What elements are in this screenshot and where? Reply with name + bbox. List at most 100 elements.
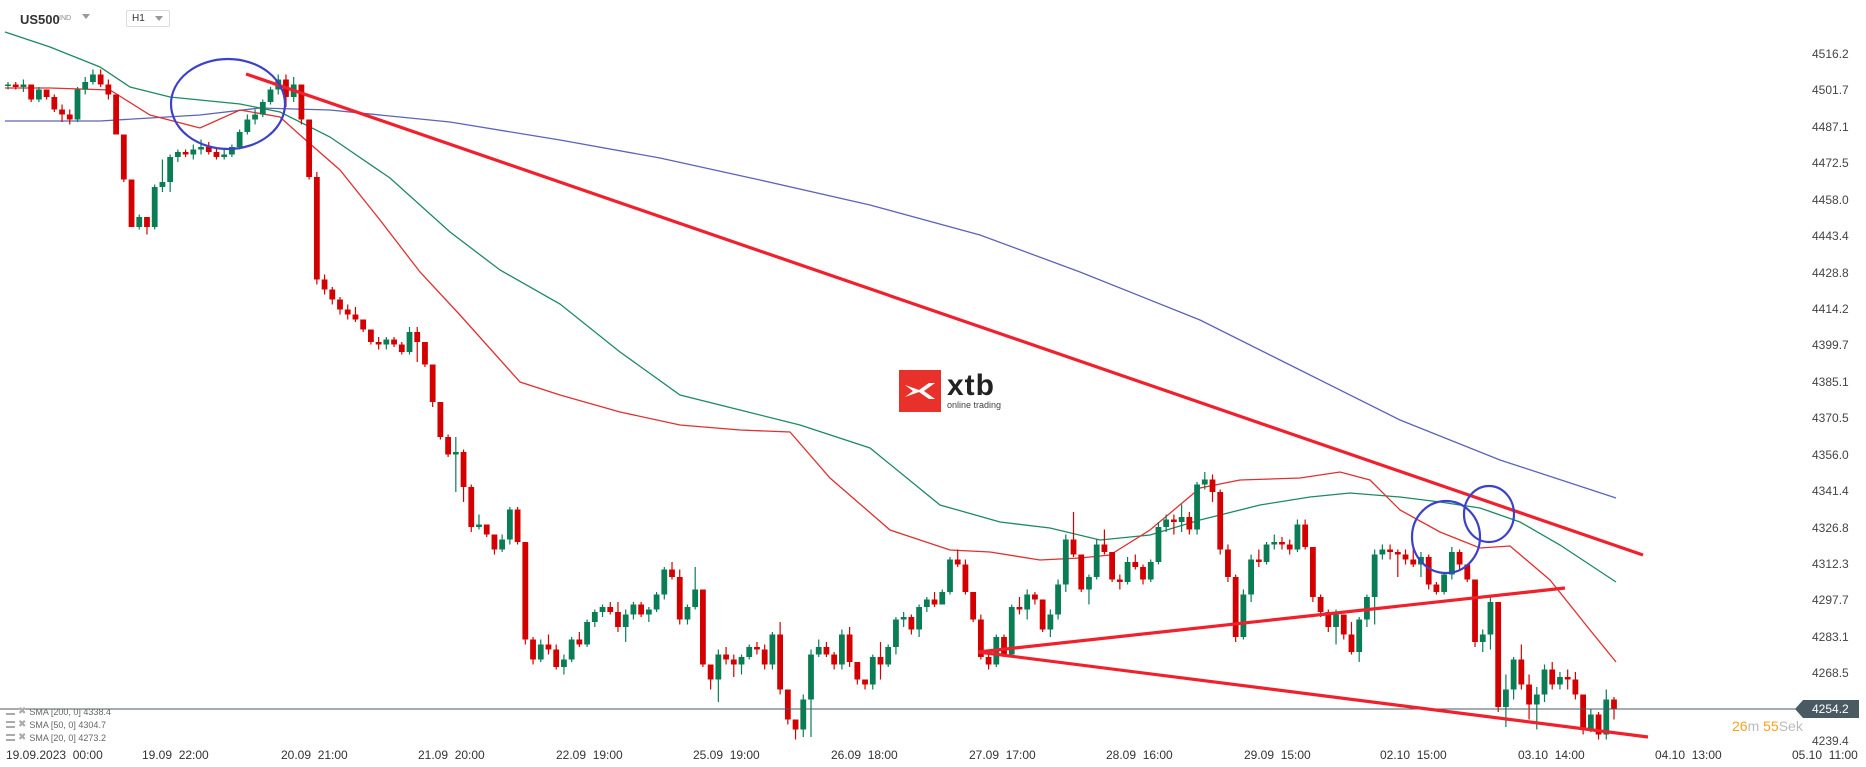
candle — [769, 632, 776, 670]
candle — [1472, 579, 1478, 647]
candle — [429, 364, 436, 407]
highlight-circle[interactable] — [1410, 499, 1482, 575]
trendline-lower-rising-support[interactable] — [977, 586, 1566, 654]
candle — [815, 639, 822, 657]
candle — [622, 609, 629, 642]
candle — [923, 597, 930, 612]
candle — [754, 642, 760, 655]
candle — [1201, 472, 1208, 490]
candle — [1448, 547, 1455, 580]
price-axis-label: 4399.7 — [1812, 338, 1849, 353]
time-axis-label: 28.09 16:00 — [1106, 748, 1173, 762]
legend-item-sma50[interactable]: ✖ SMA [50, 0] 4304.7 — [6, 719, 106, 730]
candle — [545, 634, 552, 655]
candle — [661, 567, 668, 600]
candle — [561, 654, 567, 675]
countdown-minutes: 26 — [1732, 718, 1748, 734]
xtb-logo-mark-icon — [899, 370, 941, 412]
candle — [252, 109, 258, 125]
candle — [1425, 554, 1432, 590]
candle — [954, 549, 961, 567]
candle — [854, 662, 861, 685]
candle — [66, 109, 73, 125]
candle — [151, 184, 158, 230]
candle — [985, 654, 992, 670]
candle — [229, 144, 235, 157]
candle — [360, 319, 367, 332]
price-axis-label: 4501.7 — [1812, 83, 1849, 98]
candle — [1263, 542, 1270, 565]
candle — [893, 617, 899, 655]
candle — [792, 719, 799, 740]
candle — [877, 642, 884, 680]
candle — [1394, 549, 1401, 577]
candle — [808, 649, 814, 737]
timeframe-select[interactable]: H1 — [126, 10, 170, 27]
moving-averages — [4, 31, 1617, 663]
candle — [970, 592, 977, 622]
candle — [1016, 597, 1023, 615]
price-axis-label: 4239.4 — [1812, 734, 1849, 748]
drawing-annotations[interactable] — [169, 57, 1649, 739]
candle — [684, 604, 691, 625]
candle — [530, 637, 536, 665]
candle — [337, 297, 343, 315]
time-axis-label: 27.09 17:00 — [969, 748, 1036, 762]
candle — [553, 644, 560, 670]
candle — [1070, 512, 1077, 557]
candle-countdown: 26m 55Sek — [1732, 718, 1803, 734]
candle — [1402, 549, 1409, 565]
settings-lines-icon[interactable] — [6, 734, 15, 741]
remove-x-icon[interactable]: ✖ — [18, 719, 27, 730]
time-axis-label: 04.10 13:00 — [1655, 748, 1722, 762]
candle — [468, 484, 475, 532]
trendline-upper-resistance[interactable] — [245, 72, 1644, 557]
legend-item-sma200[interactable]: ✖ SMA [200, 0] 4338.4 — [6, 706, 111, 717]
settings-lines-icon[interactable] — [6, 708, 15, 715]
candle — [1464, 564, 1471, 582]
candle — [1163, 514, 1170, 532]
candle — [1039, 599, 1046, 632]
candle — [113, 94, 119, 135]
candle — [483, 524, 490, 537]
candle — [1309, 547, 1316, 602]
countdown-seconds-unit: Sek — [1778, 718, 1803, 734]
price-axis-label: 4356.0 — [1812, 447, 1849, 462]
price-axis-label: 4341.4 — [1812, 484, 1849, 498]
highlight-circle[interactable] — [1462, 484, 1516, 544]
candle — [939, 589, 946, 605]
legend-item-sma20[interactable]: ✖ SMA [20, 0] 4273.2 — [6, 732, 106, 743]
countdown-seconds: 55 — [1763, 718, 1779, 734]
candle — [1232, 574, 1239, 642]
candle — [1371, 549, 1378, 625]
legend-label: SMA [50, 0] 4304.7 — [29, 719, 106, 730]
settings-lines-icon[interactable] — [6, 721, 15, 728]
price-axis-label: 4326.8 — [1812, 520, 1849, 535]
candle — [221, 149, 228, 160]
candle — [1518, 644, 1525, 690]
candle — [182, 149, 189, 157]
remove-x-icon[interactable]: ✖ — [18, 706, 27, 717]
candle — [838, 629, 845, 670]
candle — [784, 689, 791, 725]
candle — [236, 129, 243, 150]
symbol-name[interactable]: US500 — [20, 12, 60, 27]
candle — [422, 342, 428, 367]
candle — [1109, 552, 1116, 582]
time-axis-label: 02.10 15:00 — [1380, 748, 1447, 762]
candle — [1170, 514, 1177, 535]
candle — [568, 637, 575, 662]
symbol-dropdown-caret-icon[interactable] — [82, 14, 90, 19]
candle — [599, 604, 606, 617]
candle — [591, 609, 598, 627]
trendline-lower-falling-support[interactable] — [977, 650, 1649, 739]
remove-x-icon[interactable]: ✖ — [18, 732, 27, 743]
candle — [1356, 617, 1363, 662]
price-axis-label: 4458.0 — [1812, 192, 1849, 207]
highlight-circle[interactable] — [169, 57, 287, 151]
candle — [1147, 559, 1154, 582]
candle — [846, 627, 853, 667]
sma50-line — [4, 31, 1617, 583]
candle — [267, 87, 274, 105]
